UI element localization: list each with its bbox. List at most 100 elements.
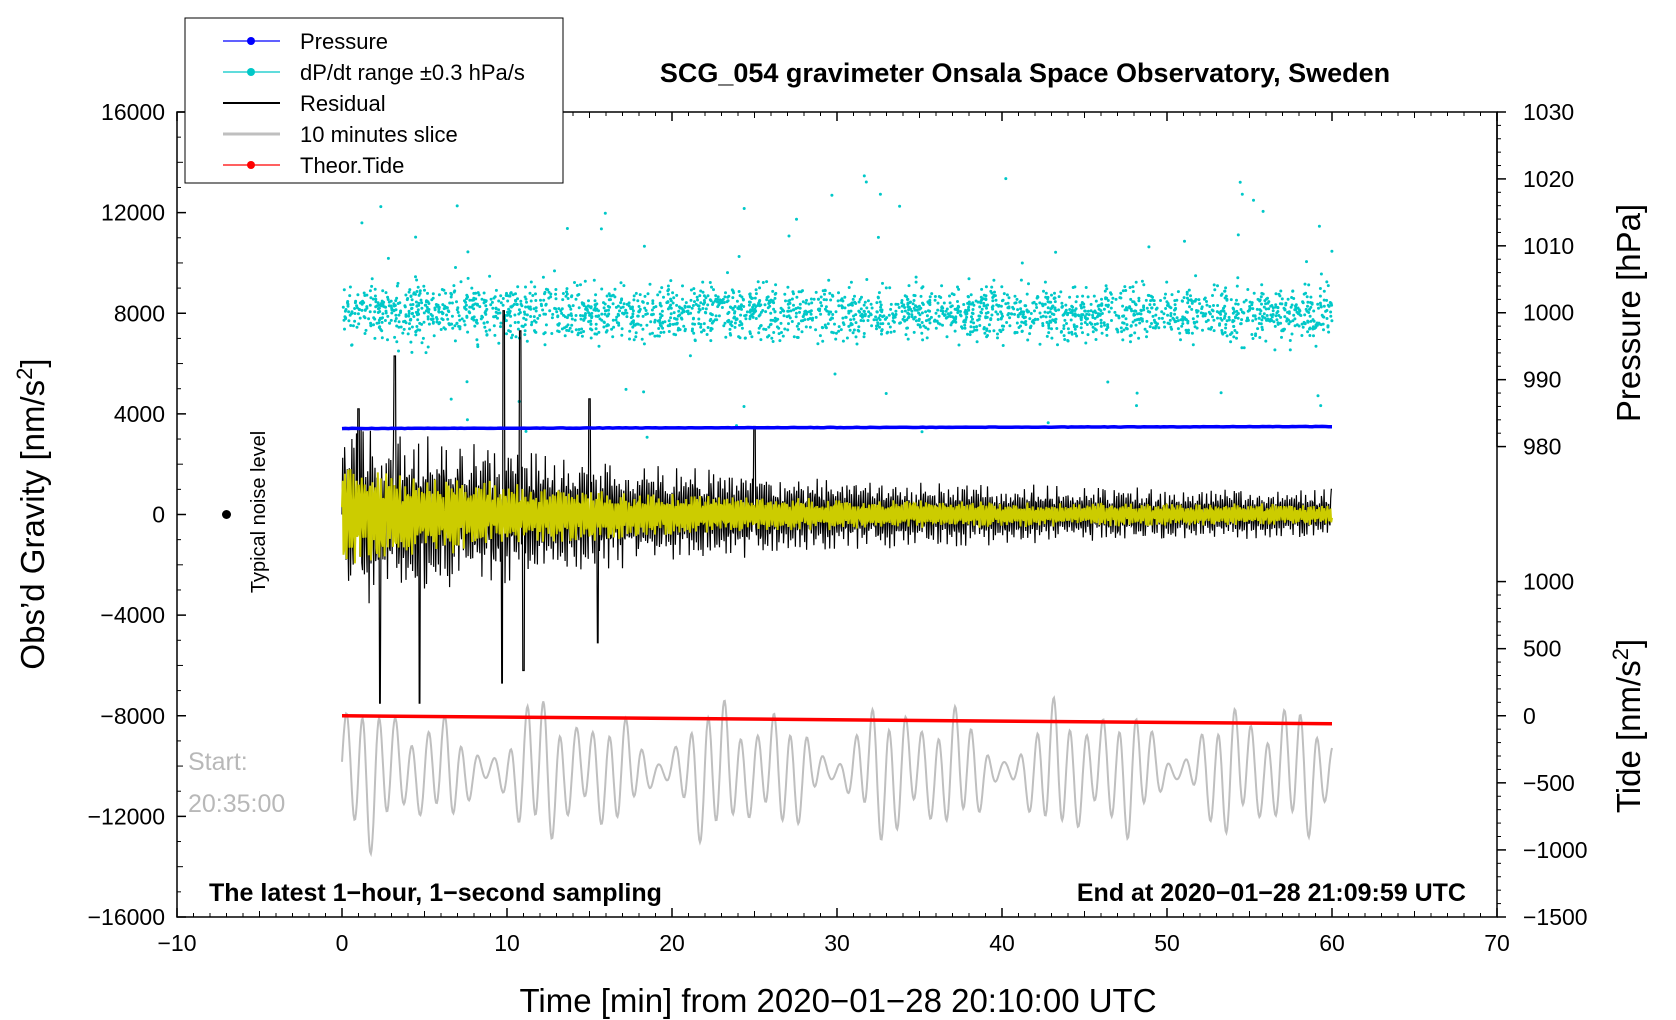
dpdt-point <box>1216 284 1219 288</box>
dpdt-point <box>422 284 426 288</box>
dpdt-point <box>455 300 458 304</box>
x-tick-label: 0 <box>336 930 349 956</box>
dpdt-point <box>898 204 902 208</box>
dpdt-point <box>1219 312 1223 316</box>
dpdt-point <box>1035 296 1039 300</box>
dpdt-point <box>999 304 1003 308</box>
dpdt-point <box>1032 321 1036 325</box>
dpdt-point <box>602 325 606 329</box>
dpdt-point <box>631 325 635 329</box>
dpdt-point <box>423 288 426 292</box>
dpdt-point <box>1069 311 1073 314</box>
dpdt-point <box>722 324 726 328</box>
dpdt-point <box>544 287 548 291</box>
dpdt-point <box>1205 300 1208 303</box>
dpdt-point <box>939 296 943 299</box>
dpdt-point <box>1150 322 1153 325</box>
dpdt-point <box>1288 339 1292 342</box>
dpdt-point <box>544 323 548 327</box>
dpdt-point <box>669 316 673 320</box>
dpdt-point <box>1053 300 1057 304</box>
dpdt-point <box>1231 306 1235 310</box>
dpdt-point <box>571 304 575 308</box>
dpdt-point <box>957 287 961 291</box>
dpdt-point <box>468 305 472 309</box>
dpdt-point <box>603 211 607 215</box>
dpdt-point <box>350 343 354 347</box>
dpdt-point <box>567 304 571 308</box>
dpdt-point <box>1236 276 1240 280</box>
dpdt-point <box>887 313 891 317</box>
dpdt-point <box>859 307 863 311</box>
dpdt-point <box>1321 322 1325 326</box>
dpdt-point <box>764 310 768 314</box>
dpdt-point <box>1301 325 1305 329</box>
dpdt-point <box>1291 319 1295 323</box>
dpdt-point <box>629 316 633 320</box>
dpdt-point <box>614 305 618 309</box>
dpdt-point <box>488 274 492 278</box>
dpdt-point <box>1201 328 1204 332</box>
dpdt-point <box>1264 302 1268 306</box>
dpdt-point <box>604 309 608 313</box>
dpdt-point <box>894 309 898 313</box>
dpdt-point <box>1129 324 1133 328</box>
dpdt-point <box>1140 279 1144 283</box>
dpdt-point <box>1099 309 1103 313</box>
dpdt-point <box>1137 299 1141 303</box>
dpdt-point <box>404 293 408 297</box>
dpdt-point <box>522 310 526 314</box>
dpdt-point <box>954 320 958 324</box>
dpdt-point <box>701 280 705 284</box>
dpdt-point <box>1224 323 1228 326</box>
dpdt-point <box>1215 310 1219 314</box>
dpdt-point <box>1107 310 1111 314</box>
dpdt-point <box>691 304 695 307</box>
dpdt-point <box>993 290 996 294</box>
dpdt-point <box>658 290 662 294</box>
dpdt-point <box>602 321 606 324</box>
dpdt-point <box>1297 324 1301 328</box>
dpdt-point <box>765 280 769 284</box>
dpdt-point <box>420 301 424 305</box>
dpdt-point <box>395 296 399 300</box>
dpdt-point <box>421 336 425 340</box>
annotation-end-time: End at 2020−01−28 21:09:59 UTC <box>1077 879 1466 907</box>
dpdt-point <box>416 285 420 289</box>
dpdt-point <box>619 301 623 305</box>
dpdt-point <box>1059 290 1063 294</box>
dpdt-point <box>1306 330 1310 334</box>
dpdt-point <box>539 298 542 302</box>
dpdt-point <box>589 306 593 310</box>
dpdt-point <box>579 317 583 321</box>
dpdt-point <box>892 329 896 333</box>
dpdt-point <box>1041 322 1045 325</box>
dpdt-point <box>984 316 988 320</box>
dpdt-point <box>1015 321 1019 325</box>
dpdt-point <box>1048 319 1052 323</box>
dpdt-point <box>1042 289 1045 293</box>
dpdt-point <box>824 298 828 302</box>
dpdt-point <box>872 318 876 322</box>
dpdt-point <box>962 303 966 306</box>
dpdt-point <box>711 303 714 306</box>
dpdt-point <box>1197 298 1201 302</box>
dpdt-point <box>1257 316 1261 320</box>
dpdt-point <box>1115 327 1119 331</box>
dpdt-point <box>504 294 508 297</box>
dpdt-point <box>420 306 424 310</box>
dpdt-point <box>1001 314 1004 318</box>
dpdt-point <box>879 305 883 309</box>
dpdt-point <box>783 327 787 331</box>
dpdt-point <box>906 337 910 341</box>
dpdt-point <box>958 313 962 317</box>
dpdt-point <box>800 330 804 334</box>
dpdt-point <box>787 322 790 326</box>
dpdt-point <box>1131 290 1135 293</box>
dpdt-point <box>921 301 924 305</box>
dpdt-point <box>963 323 967 327</box>
dpdt-point <box>651 301 655 305</box>
legend-box <box>184 17 564 184</box>
dpdt-point <box>622 284 626 288</box>
dpdt-point <box>482 291 486 295</box>
